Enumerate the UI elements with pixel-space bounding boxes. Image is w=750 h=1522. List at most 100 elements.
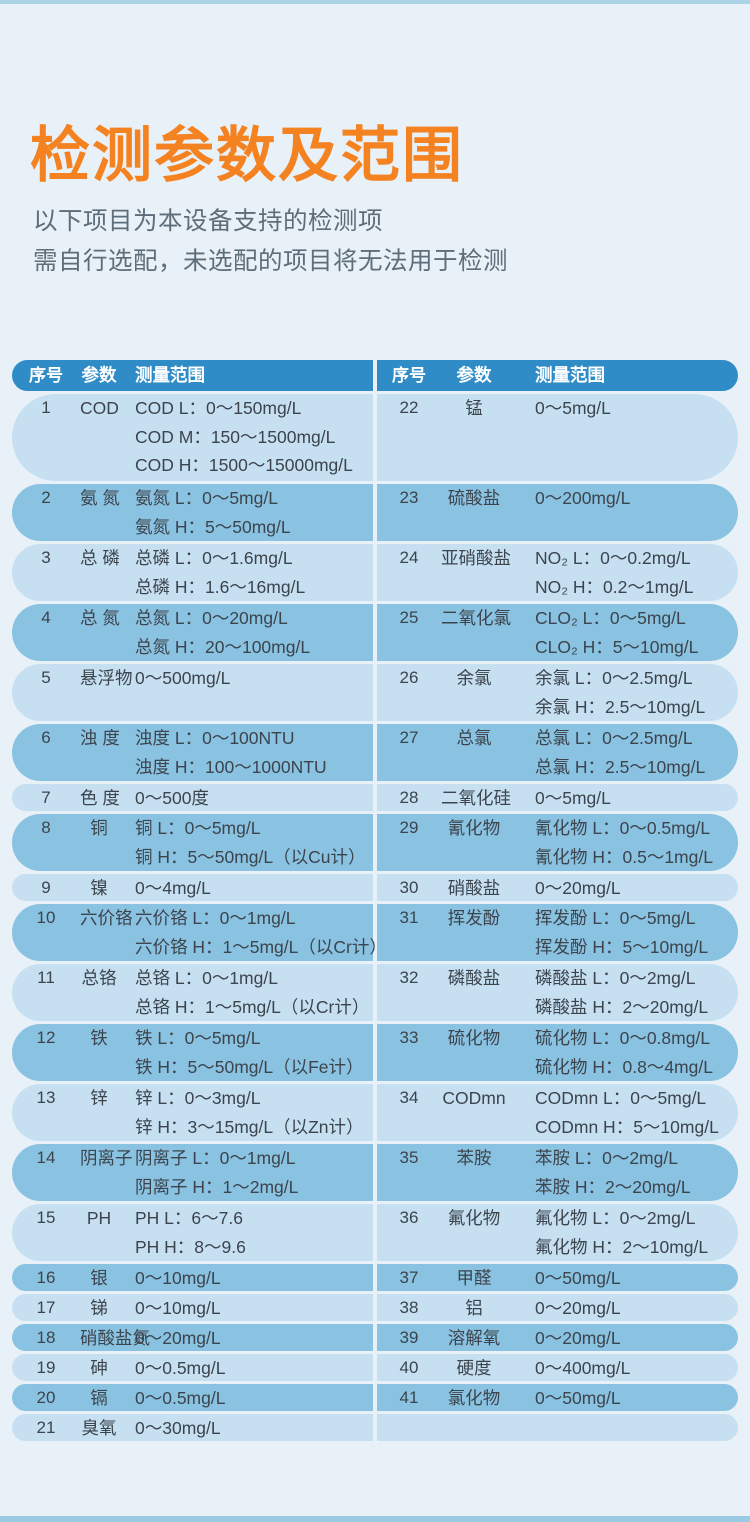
row-range: 0～0.5mg/L bbox=[118, 1354, 373, 1383]
row-range-line: 锌 H：3～15mg/L（以Zn计） bbox=[135, 1116, 364, 1137]
table-row: 9 镍 0～4mg/L bbox=[12, 874, 373, 901]
row-index: 36 bbox=[399, 1208, 419, 1227]
top-edge-strip bbox=[0, 0, 750, 4]
row-range: 0～20mg/L bbox=[507, 1294, 738, 1323]
row-index: 30 bbox=[399, 878, 419, 897]
row-index: 35 bbox=[399, 1148, 419, 1167]
row-range: 0～0.5mg/L bbox=[118, 1384, 373, 1413]
subtitle-line-1: 以下项目为本设备支持的检测项 bbox=[33, 208, 383, 235]
row-range-line: 铜 H：5～50mg/L（以Cu计） bbox=[135, 846, 366, 867]
row-range-line: 0～20mg/L bbox=[535, 878, 621, 898]
row-range-line: 0～200mg/L bbox=[535, 488, 631, 508]
row-parameter: 挥发酚 bbox=[447, 908, 501, 928]
row-parameter: 总 氮 bbox=[80, 608, 120, 628]
row-range-line: CLO₂ H：5～10mg/L bbox=[535, 636, 699, 657]
row-range: CODmn L：0～5mg/L CODmn H：5～10mg/L bbox=[507, 1084, 738, 1141]
row-range-line: 铁 H：5～50mg/L（以Fe计） bbox=[135, 1056, 364, 1077]
row-range-line: 氨氮 H：5～50mg/L bbox=[135, 516, 291, 537]
row-range-line: 浊度 L：0～100NTU bbox=[135, 728, 295, 748]
row-range-line: 挥发酚 L：0～5mg/L bbox=[535, 908, 696, 928]
row-parameter: 硫酸盐 bbox=[447, 488, 501, 508]
row-parameter: 悬浮物 bbox=[80, 668, 133, 688]
table-row: 4 总 氮总氮 L：0～20mg/L 总氮 H：20～100mg/L bbox=[12, 604, 373, 661]
row-range-line: 0～5mg/L bbox=[535, 788, 611, 808]
row-range: 0～200mg/L bbox=[507, 484, 738, 513]
column-header-index: 序号 bbox=[29, 366, 63, 385]
row-range-line: 苯胺 L：0～2mg/L bbox=[535, 1148, 678, 1168]
row-parameter: 阴离子 bbox=[80, 1148, 133, 1168]
row-range: 0～50mg/L bbox=[507, 1384, 738, 1413]
table-row: 39 溶解氧 0～20mg/L bbox=[377, 1324, 738, 1351]
row-range-line: 0～500mg/L bbox=[135, 668, 231, 688]
table-row: 31 挥发酚 挥发酚 L：0～5mg/L 挥发酚 H：5～10mg/L bbox=[377, 904, 738, 961]
row-range-line: 0～10mg/L bbox=[135, 1268, 221, 1288]
row-parameter: 总铬 bbox=[81, 968, 117, 988]
row-index: 8 bbox=[41, 818, 51, 837]
row-parameter: 锑 bbox=[90, 1298, 108, 1318]
row-range: 0～20mg/L bbox=[507, 1324, 738, 1353]
row-range-line: 0～0.5mg/L bbox=[135, 1388, 226, 1408]
row-range: 0～5mg/L bbox=[507, 784, 738, 813]
row-range: 0～5mg/L bbox=[507, 394, 738, 423]
row-parameter: 硝酸盐氮 bbox=[80, 1328, 150, 1348]
row-parameter: 总 磷 bbox=[80, 548, 120, 568]
row-range: 总铬 L：0～1mg/L 总铬 H：1～5mg/L（以Cr计） bbox=[118, 964, 373, 1021]
table-row: 7 色 度 0～500度 bbox=[12, 784, 373, 811]
row-range: 浊度 L：0～100NTU 浊度 H：100～1000NTU bbox=[118, 724, 373, 781]
row-range: 0～500度 bbox=[118, 784, 373, 813]
table-row: 28 二氧化硅 0～5mg/L bbox=[377, 784, 738, 811]
row-index: 37 bbox=[399, 1268, 419, 1287]
row-range-line: 0～50mg/L bbox=[535, 1388, 621, 1408]
bottom-edge-strip bbox=[0, 1516, 750, 1522]
parameter-tables: 序号 参数 测量范围 1 COD COD L：0～150mg/L COD M：150～… bbox=[12, 360, 738, 1441]
row-parameter: 氯化物 bbox=[447, 1388, 501, 1408]
row-range: 0～500mg/L bbox=[118, 664, 373, 693]
row-range-line: 总磷 L：0～1.6mg/L bbox=[135, 548, 293, 568]
row-index: 40 bbox=[399, 1358, 419, 1377]
table-row: 23 硫酸盐 0～200mg/L bbox=[377, 484, 738, 541]
row-index: 16 bbox=[36, 1268, 56, 1287]
row-index: 19 bbox=[36, 1358, 56, 1377]
row-parameter: 甲醛 bbox=[456, 1268, 492, 1288]
table-row: 19 砷 0～0.5mg/L bbox=[12, 1354, 373, 1381]
table-header-right: 序号 参数 测量范围 bbox=[377, 360, 738, 391]
row-index: 29 bbox=[399, 818, 419, 837]
row-range-line: 0～10mg/L bbox=[135, 1298, 221, 1318]
row-range: 0～20mg/L bbox=[118, 1324, 373, 1353]
row-index: 5 bbox=[41, 668, 51, 687]
row-range: 硫化物 L：0～0.8mg/L 硫化物 H：0.8～4mg/L bbox=[507, 1024, 738, 1081]
table-row: 17 锑 0～10mg/L bbox=[12, 1294, 373, 1321]
row-range: 氰化物 L：0～0.5mg/L 氰化物 H：0.5～1mg/L bbox=[507, 814, 738, 871]
row-range-line: CLO₂ L：0～5mg/L bbox=[535, 608, 686, 628]
table-row: 32 磷酸盐 磷酸盐 L：0～2mg/L 磷酸盐 H：2～20mg/L bbox=[377, 964, 738, 1021]
row-range: COD L：0～150mg/L COD M：150～1500mg/L COD H：1… bbox=[118, 394, 373, 480]
row-index: 11 bbox=[37, 968, 55, 987]
row-index: 2 bbox=[41, 488, 51, 507]
row-index: 34 bbox=[399, 1088, 419, 1107]
row-range: 0～4mg/L bbox=[118, 874, 373, 903]
row-parameter: 镉 bbox=[90, 1388, 108, 1408]
row-parameter: 氟化物 bbox=[447, 1208, 501, 1228]
table-row: 26 余氯 余氯 L：0～2.5mg/L 余氯 H：2.5～10mg/L bbox=[377, 664, 738, 721]
row-range-line: 氰化物 H：0.5～1mg/L bbox=[535, 846, 713, 867]
row-range: 0～400mg/L bbox=[507, 1354, 738, 1383]
row-index: 32 bbox=[399, 968, 419, 987]
row-range: 0～10mg/L bbox=[118, 1294, 373, 1323]
table-row: 35 苯胺 苯胺 L：0～2mg/L 苯胺 H：2～20mg/L bbox=[377, 1144, 738, 1201]
row-parameter: 溶解氧 bbox=[447, 1328, 501, 1348]
row-parameter: 铁 bbox=[90, 1028, 108, 1048]
row-parameter: 氰化物 bbox=[447, 818, 501, 838]
row-range-line: COD L：0～150mg/L bbox=[135, 398, 302, 418]
row-range: 挥发酚 L：0～5mg/L 挥发酚 H：5～10mg/L bbox=[507, 904, 738, 961]
row-range: 六价铬 L：0～1mg/L 六价铬 H：1～5mg/L（以Cr计） bbox=[118, 904, 387, 961]
table-body-left: 1 COD COD L：0～150mg/L COD M：150～1500mg/L COD… bbox=[12, 394, 387, 1441]
row-range-line: 总氮 H：20～100mg/L bbox=[135, 636, 311, 657]
row-index: 26 bbox=[399, 668, 419, 687]
table-row: 25 二氧化氯 CLO₂ L：0～5mg/L CLO₂ H：5～10mg/L bbox=[377, 604, 738, 661]
row-index: 14 bbox=[36, 1148, 56, 1167]
row-range-line: 总铬 L：0～1mg/L bbox=[135, 968, 278, 988]
row-range-line: 苯胺 H：2～20mg/L bbox=[535, 1176, 691, 1197]
row-range-line: 0～20mg/L bbox=[535, 1298, 621, 1318]
row-parameter: 色 度 bbox=[80, 788, 120, 808]
table-row: 38 铝 0～20mg/L bbox=[377, 1294, 738, 1321]
